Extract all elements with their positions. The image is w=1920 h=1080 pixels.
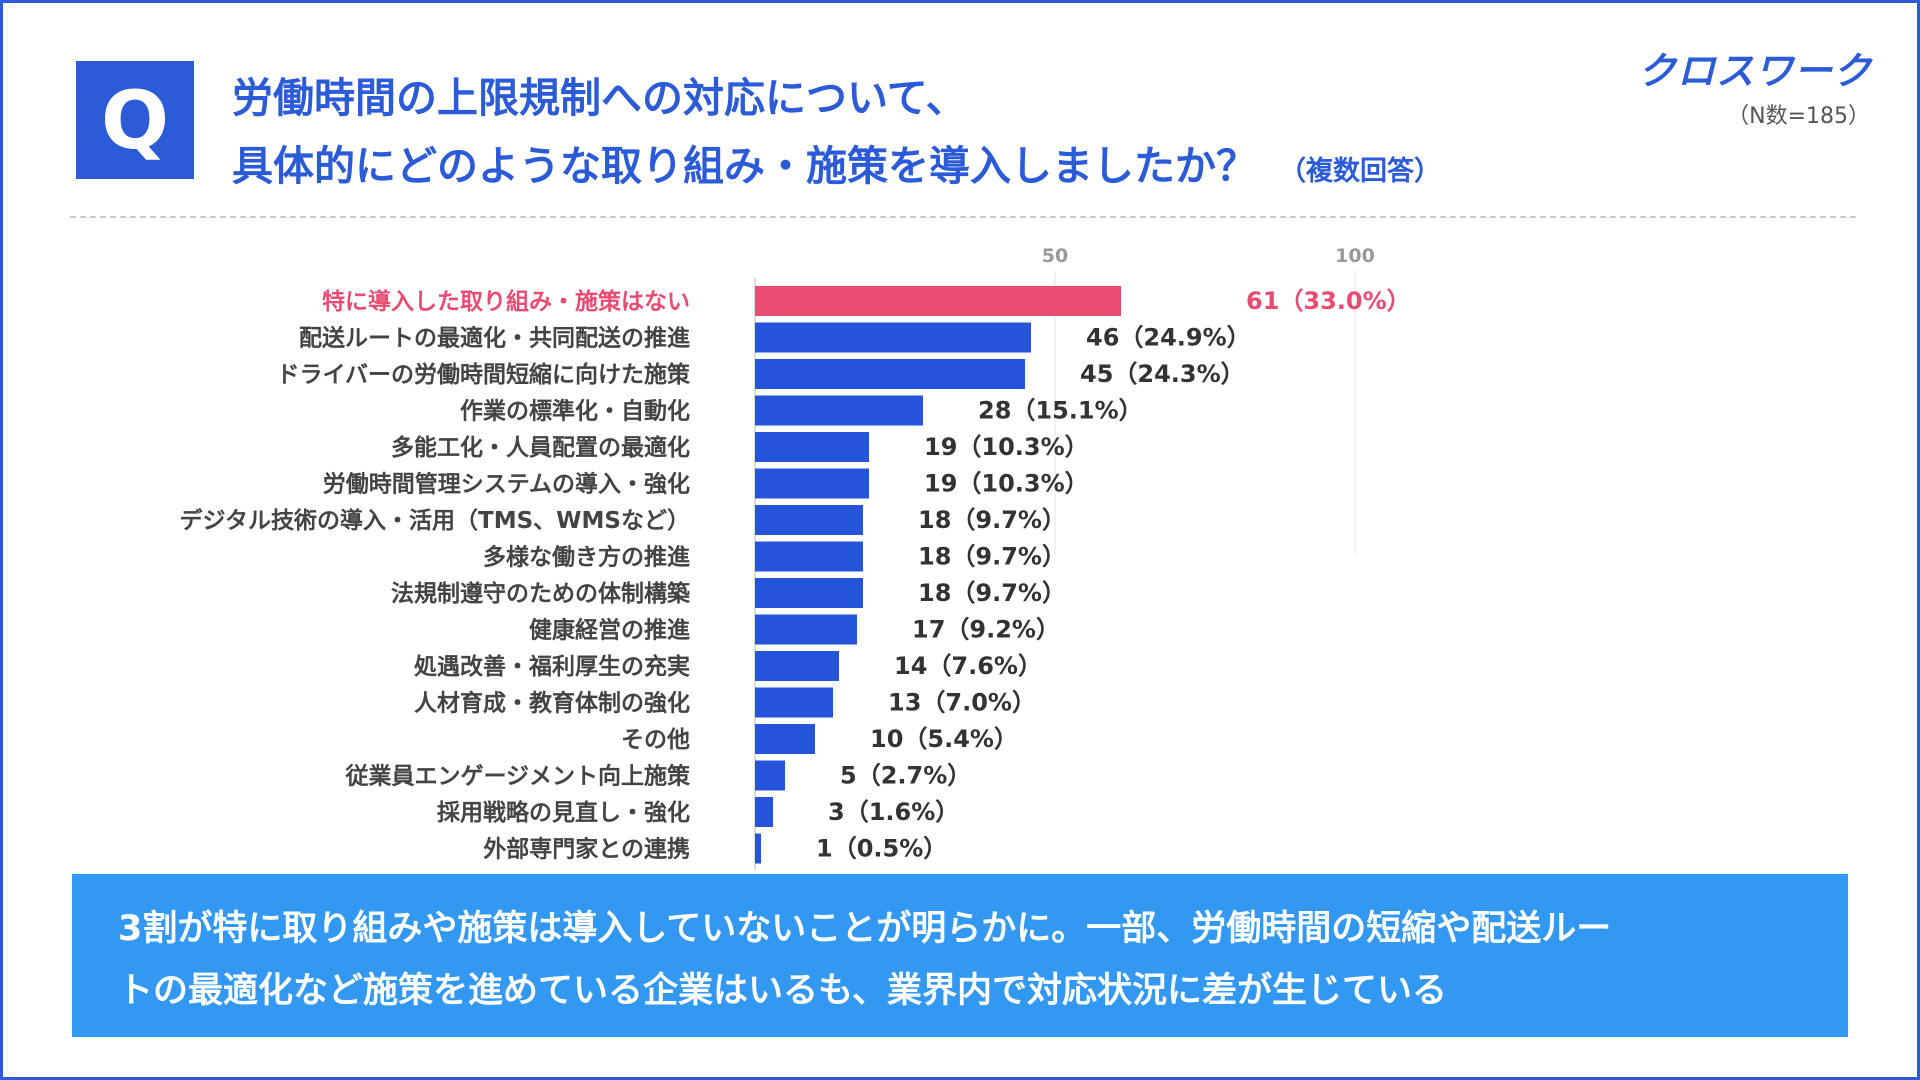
header-divider — [70, 216, 1856, 218]
bar-chart: 50 100 特に導入した取り組み・施策はない 61（33.0%） 配送ルートの最適化・… — [179, 245, 1411, 870]
summary-line1: 3割が特に取り組みや施策は導入していないことが明らかに。一部、労働時間の短縮や配… — [118, 909, 1612, 949]
data-label-7: 18（9.7%） — [918, 543, 1066, 571]
data-label-14: 3（1.6%） — [828, 798, 959, 826]
data-label-12: 10（5.4%） — [870, 725, 1018, 753]
question-title-line1: 労働時間の上限規制への対応について、 — [232, 74, 967, 122]
category-label-3: 作業の標準化・自動化 — [460, 398, 690, 425]
data-label-0: 61（33.0%） — [1246, 287, 1411, 315]
category-label-13: 従業員エンゲージメント向上施策 — [344, 763, 691, 790]
bar-14 — [755, 797, 773, 827]
bar-8 — [755, 578, 863, 608]
bar-10 — [755, 651, 839, 681]
data-label-9: 17（9.2%） — [912, 616, 1060, 644]
bar-3 — [755, 395, 923, 426]
bar-7 — [755, 541, 863, 572]
data-label-6: 18（9.7%） — [918, 506, 1066, 534]
summary-banner: 3割が特に取り組みや施策は導入していないことが明らかに。一部、労働時間の短縮や配… — [72, 874, 1848, 1037]
x-tick-label-100: 100 — [1335, 245, 1375, 267]
data-label-2: 45（24.3%） — [1080, 360, 1245, 388]
category-label-4: 多能工化・人員配置の最適化 — [391, 434, 690, 461]
bar-0 — [755, 286, 1121, 316]
question-title-line2: 具体的にどのような取り組み・施策を導入しましたか？ （複数回答） — [232, 132, 1441, 192]
category-label-8: 法規制遵守のための体制構築 — [391, 580, 691, 607]
bar-13 — [755, 760, 785, 791]
sample-size-note: （N数=185） — [1727, 104, 1870, 129]
brand-logo: クロスワーク — [1637, 49, 1872, 93]
category-label-14: 採用戦略の見直し・強化 — [437, 799, 690, 826]
data-label-11: 13（7.0%） — [888, 689, 1036, 717]
data-label-1: 46（24.9%） — [1086, 324, 1251, 352]
bar-2 — [755, 359, 1025, 389]
bar-15 — [755, 833, 761, 864]
category-label-12: その他 — [621, 727, 690, 753]
x-tick-label-50: 50 — [1042, 245, 1068, 267]
data-label-4: 19（10.3%） — [924, 433, 1089, 461]
bar-5 — [755, 468, 869, 499]
category-label-15: 外部専門家との連携 — [483, 836, 690, 863]
category-label-7: 多様な働き方の推進 — [483, 544, 690, 571]
category-label-1: 配送ルートの最適化・共同配送の推進 — [299, 325, 690, 352]
data-label-10: 14（7.6%） — [894, 652, 1042, 680]
bar-1 — [755, 322, 1031, 353]
data-label-5: 19（10.3%） — [924, 470, 1089, 498]
summary-line2: トの最適化など施策を進めている企業はいるも、業界内で対応状況に差が生じている — [118, 971, 1447, 1011]
bar-11 — [755, 687, 833, 718]
data-label-13: 5（2.7%） — [840, 762, 971, 790]
data-label-8: 18（9.7%） — [918, 579, 1066, 607]
category-label-5: 労働時間管理システムの導入・強化 — [323, 471, 690, 498]
bar-12 — [755, 724, 815, 754]
bar-4 — [755, 432, 869, 462]
category-label-6: デジタル技術の導入・活用（TMS、WMSなど） — [179, 507, 690, 534]
category-label-10: 処遇改善・福利厚生の充実 — [414, 653, 690, 680]
bar-9 — [755, 614, 857, 645]
category-label-0: 特に導入した取り組み・施策はない — [322, 288, 690, 315]
question-badge: Q — [76, 61, 194, 179]
data-label-3: 28（15.1%） — [978, 397, 1143, 425]
data-label-15: 1（0.5%） — [816, 835, 947, 863]
question-title-text: 具体的にどのような取り組み・施策を導入しましたか？ — [232, 142, 1257, 190]
category-label-9: 健康経営の推進 — [529, 617, 690, 644]
category-label-2: ドライバーの労働時間短縮に向けた施策 — [276, 361, 691, 388]
category-label-11: 人材育成・教育体制の強化 — [414, 690, 690, 717]
question-title-suffix: （複数回答） — [1279, 156, 1441, 187]
bar-6 — [755, 505, 863, 535]
